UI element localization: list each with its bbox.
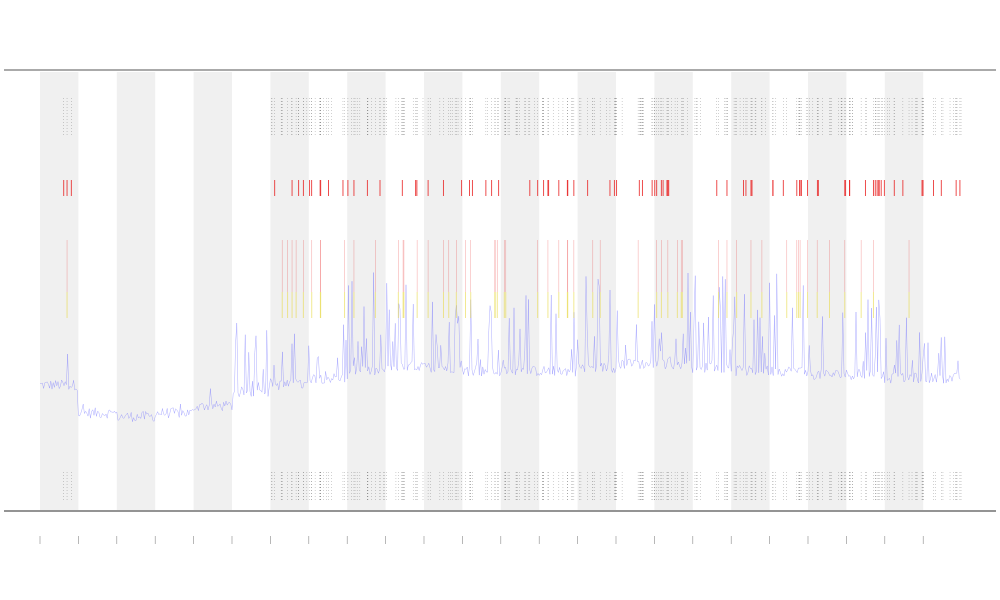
shaded-band bbox=[40, 72, 79, 510]
shaded-bands bbox=[40, 72, 924, 510]
shaded-band bbox=[654, 72, 693, 510]
alert-marks bbox=[63, 180, 961, 318]
plot-frame bbox=[4, 69, 996, 512]
shaded-band bbox=[731, 72, 770, 510]
event-ticks bbox=[63, 98, 962, 500]
shaded-band bbox=[347, 72, 386, 510]
shaded-band bbox=[500, 72, 540, 510]
shaded-band bbox=[270, 72, 309, 510]
shaded-band bbox=[808, 72, 847, 510]
shaded-band bbox=[193, 72, 232, 510]
shaded-band bbox=[424, 72, 463, 510]
shaded-band bbox=[577, 72, 616, 510]
x-axis-ticks bbox=[39, 536, 924, 544]
shaded-band bbox=[884, 72, 924, 510]
shaded-band bbox=[116, 72, 156, 510]
signal-line bbox=[39, 272, 961, 422]
signal-trace bbox=[39, 272, 961, 422]
